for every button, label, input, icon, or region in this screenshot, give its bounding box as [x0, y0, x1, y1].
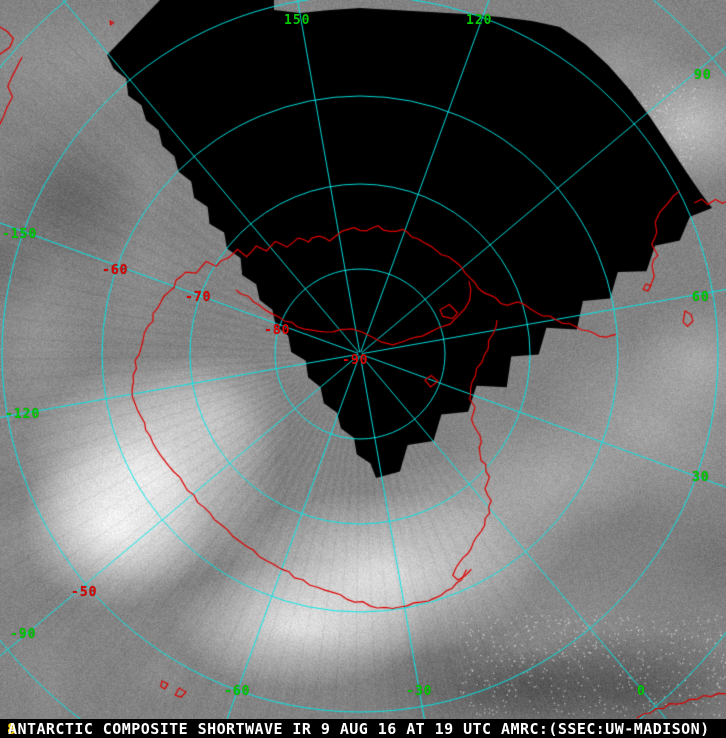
status-bar: 8 ANTARCTIC COMPOSITE SHORTWAVE IR 9 AUG…	[0, 719, 726, 738]
status-text: ANTARCTIC COMPOSITE SHORTWAVE IR 9 AUG 1…	[8, 720, 710, 738]
satellite-image-display[interactable]	[0, 0, 726, 719]
frame-number-indicator: 8	[7, 720, 17, 738]
